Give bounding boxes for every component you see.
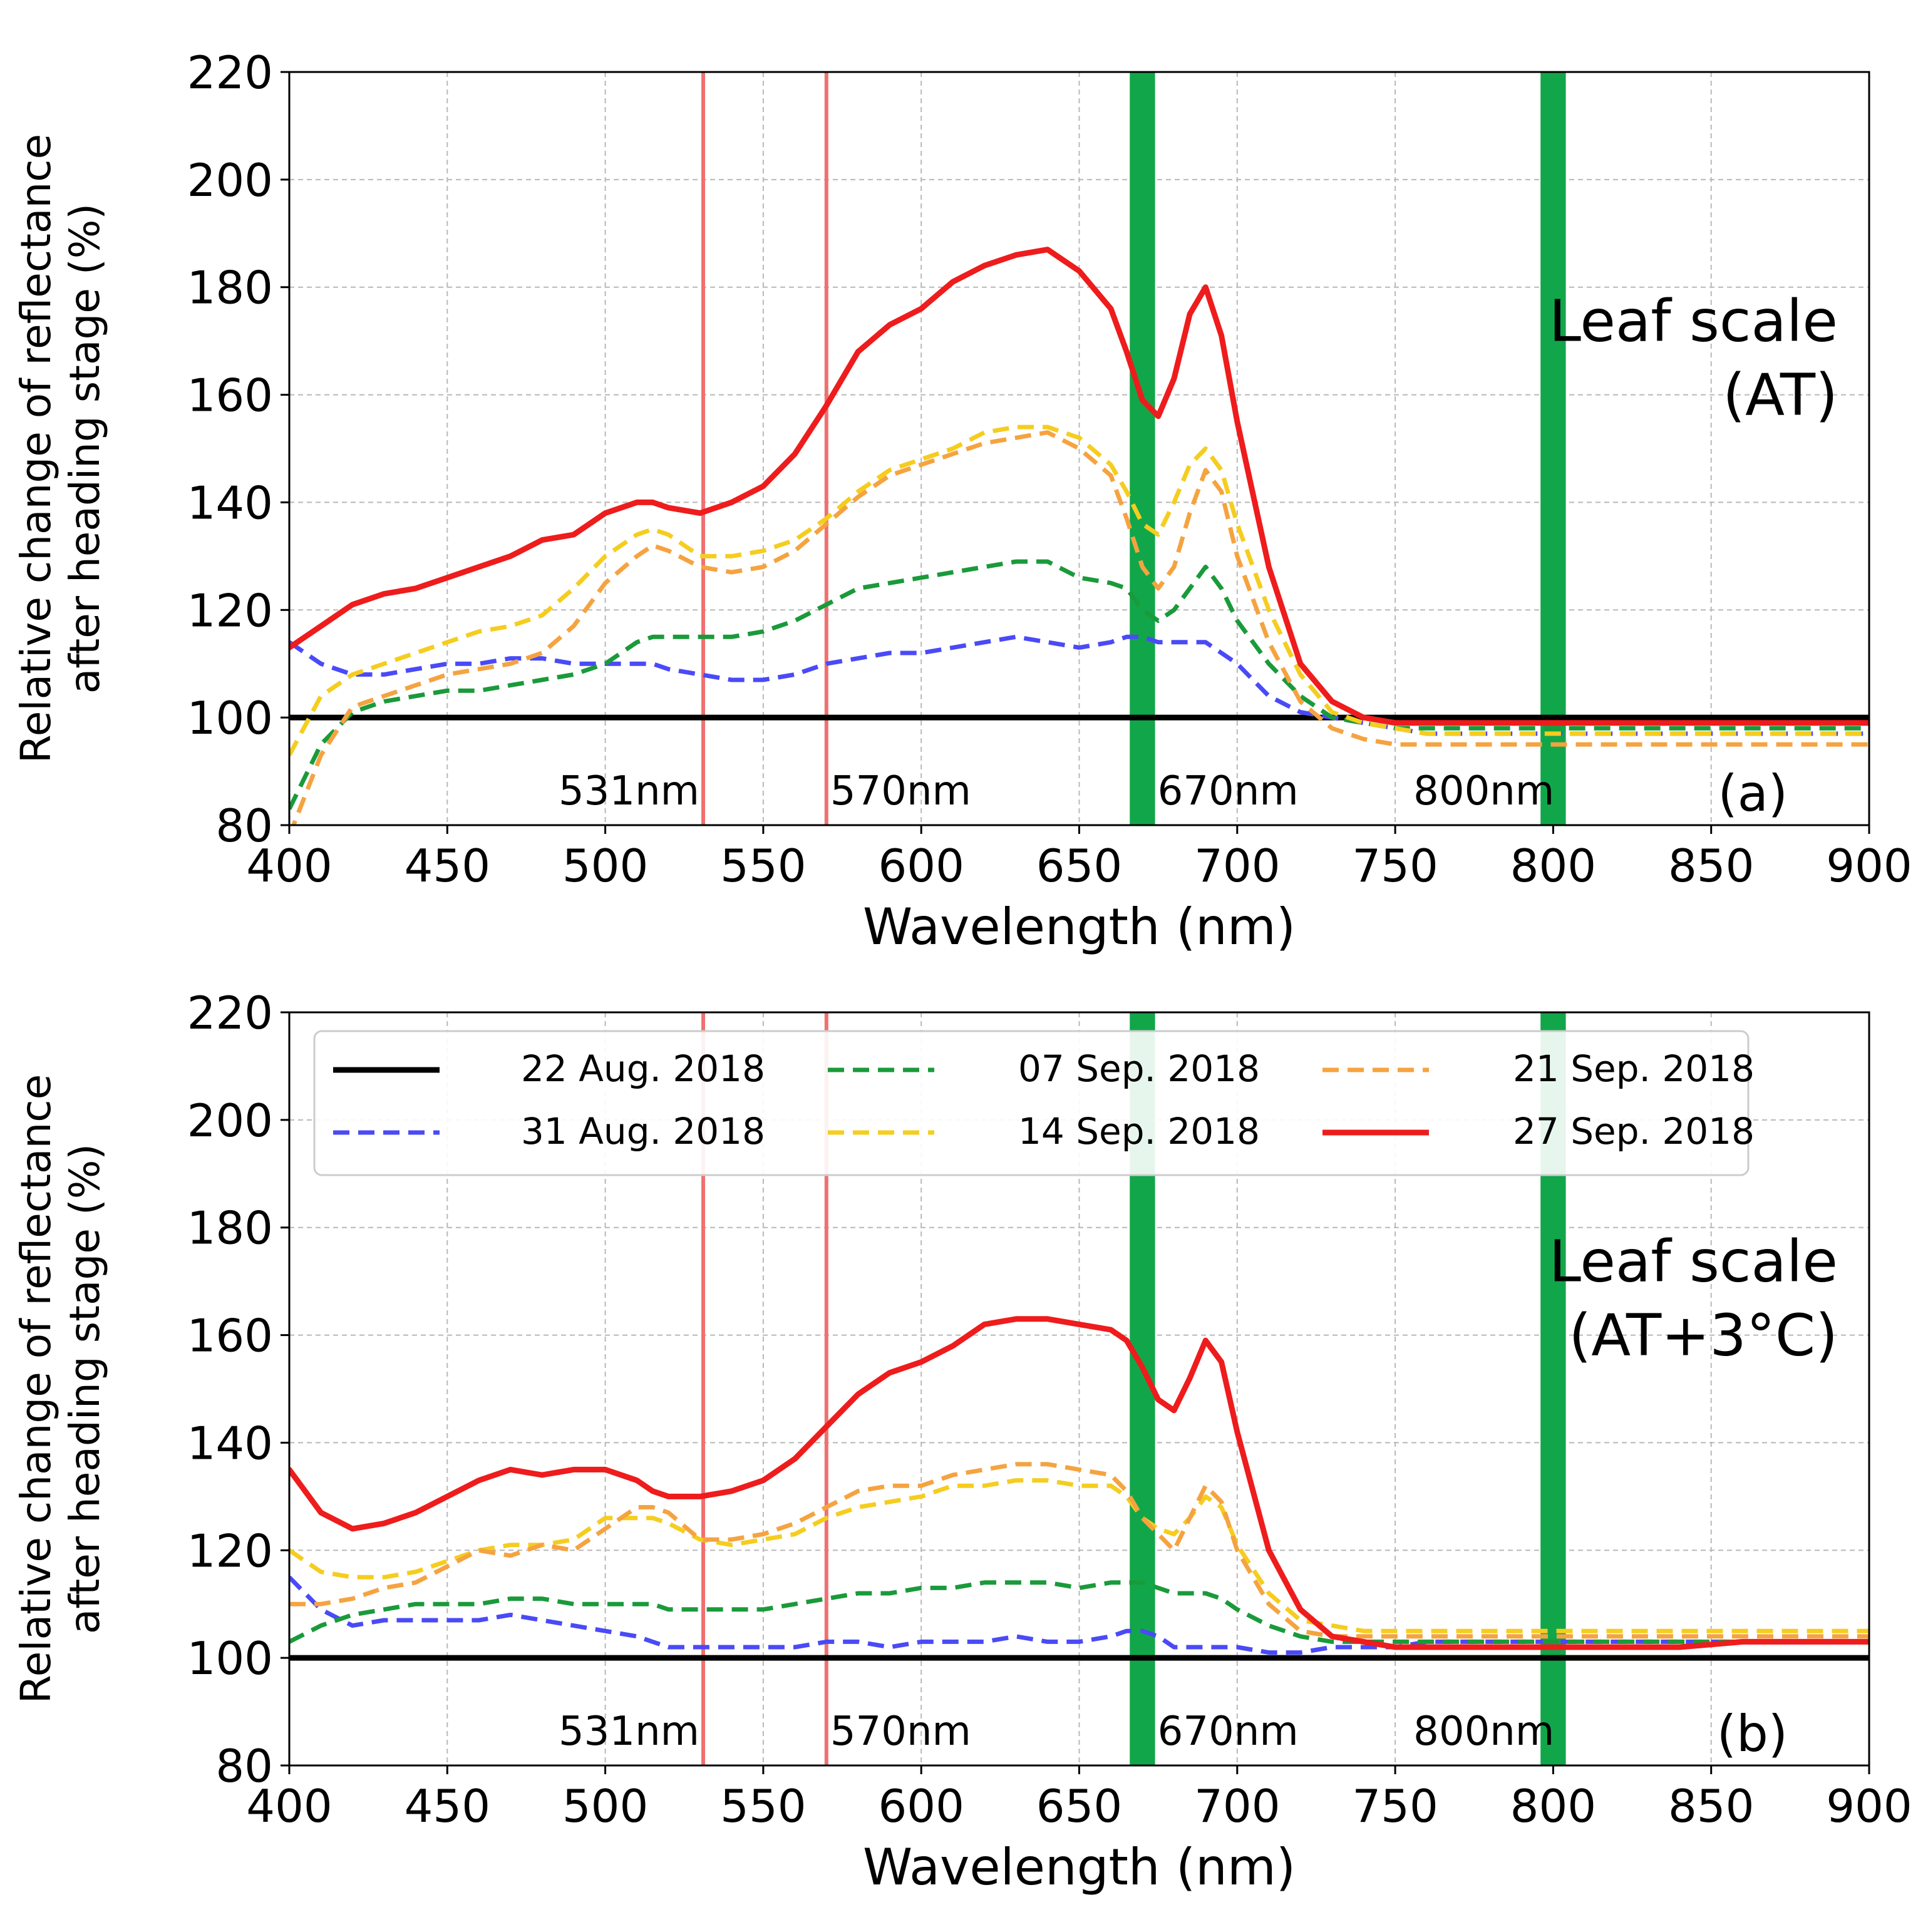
y-axis-title-line: Relative change of reflectance xyxy=(12,1074,60,1703)
panel-tag: (a) xyxy=(1718,764,1788,823)
y-tick-label: 120 xyxy=(187,584,273,637)
legend-label: 22 Aug. 2018 xyxy=(521,1047,765,1090)
y-tick-label: 200 xyxy=(187,154,273,207)
series-line-31-aug-2018 xyxy=(289,634,1869,736)
y-tick-label: 180 xyxy=(187,262,273,314)
legend: 22 Aug. 2018 31 Aug. 2018 07 Sep. 2018 14 S… xyxy=(313,1030,1755,1176)
y-axis-title-line: Relative change of reflectance xyxy=(12,134,60,763)
x-tick-label: 700 xyxy=(1194,840,1280,892)
x-tick-label: 800 xyxy=(1510,840,1596,892)
panel-subtitle: (AT) xyxy=(1723,362,1838,429)
y-axis-title-line: after heading stage (%) xyxy=(61,203,109,694)
band-800nm xyxy=(1540,72,1566,825)
label-531nm: 531nm xyxy=(559,768,699,814)
legend-label: 14 Sep. 2018 xyxy=(1018,1110,1260,1153)
y-tick-label: 220 xyxy=(187,987,273,1039)
panel-title: Leaf scale xyxy=(1549,1228,1838,1295)
x-axis-title: Wavelength (nm) xyxy=(863,1838,1296,1896)
x-tick-label: 500 xyxy=(562,1780,648,1832)
x-tick-label: 400 xyxy=(246,840,332,892)
series-group xyxy=(289,1316,1869,1661)
x-tick-label: 700 xyxy=(1194,1780,1280,1832)
legend-label: 27 Sep. 2018 xyxy=(1513,1110,1755,1153)
x-tick-label: 850 xyxy=(1668,840,1754,892)
label-670nm: 670nm xyxy=(1158,768,1299,814)
series-line-27-sep-2018 xyxy=(289,1316,1869,1650)
x-tick-label: 650 xyxy=(1036,840,1122,892)
y-axis-title: Relative change of reflectanceafter head… xyxy=(12,1074,109,1703)
series-line-27-sep-2018 xyxy=(289,247,1869,726)
y-tick-label: 80 xyxy=(215,1740,273,1792)
panel-subtitle: (AT+3°C) xyxy=(1569,1302,1838,1369)
panel-title: Leaf scale xyxy=(1549,288,1838,355)
x-tick-label: 550 xyxy=(720,840,806,892)
label-800nm: 800nm xyxy=(1413,1708,1554,1755)
y-tick-label: 180 xyxy=(187,1202,273,1255)
panel-tag: (b) xyxy=(1717,1705,1788,1763)
y-tick-label: 100 xyxy=(187,1632,273,1685)
y-tick-label: 200 xyxy=(187,1094,273,1147)
y-tick-label: 160 xyxy=(187,369,273,422)
label-570nm: 570nm xyxy=(830,1708,971,1755)
y-tick-label: 80 xyxy=(215,799,273,852)
x-tick-label: 750 xyxy=(1352,1780,1438,1832)
legend-label: 07 Sep. 2018 xyxy=(1018,1047,1260,1090)
y-tick-label: 140 xyxy=(187,476,273,529)
x-tick-label: 900 xyxy=(1826,840,1912,892)
panel-a: 400 450 500 550 600 650 700 750 800 850 900 80 100 12… xyxy=(12,46,1912,956)
legend-box xyxy=(313,1030,1750,1176)
legend-label: 21 Sep. 2018 xyxy=(1513,1047,1755,1090)
label-800nm: 800nm xyxy=(1413,768,1554,814)
x-tick-label: 450 xyxy=(405,840,490,892)
x-tick-label: 650 xyxy=(1036,1780,1122,1832)
label-570nm: 570nm xyxy=(830,768,971,814)
x-tick-label: 750 xyxy=(1352,840,1438,892)
x-tick-label: 600 xyxy=(878,1780,964,1832)
x-tick-label: 600 xyxy=(878,840,964,892)
series-line-14-sep-2018 xyxy=(289,424,1869,756)
y-tick-label: 100 xyxy=(187,692,273,744)
legend-label: 31 Aug. 2018 xyxy=(521,1110,765,1153)
series-line-21-sep-2018 xyxy=(291,430,1869,825)
label-670nm: 670nm xyxy=(1158,1708,1299,1755)
series-line-07-sep-2018 xyxy=(289,1580,1869,1644)
panel-b: 400 450 500 550 600 650 700 750 800 850 900 80 100 12… xyxy=(12,987,1912,1896)
x-tick-label: 850 xyxy=(1668,1780,1754,1832)
series-line-21-sep-2018 xyxy=(289,1462,1869,1639)
y-tick-label: 160 xyxy=(187,1310,273,1362)
y-tick-label: 140 xyxy=(187,1417,273,1469)
y-tick-label: 120 xyxy=(187,1524,273,1577)
x-tick-label: 400 xyxy=(246,1780,332,1832)
series-group xyxy=(289,247,1869,825)
y-axis-title: Relative change of reflectanceafter head… xyxy=(12,134,109,763)
y-tick-label: 220 xyxy=(187,46,273,99)
x-tick-label: 550 xyxy=(720,1780,806,1832)
x-axis-title: Wavelength (nm) xyxy=(863,898,1296,956)
band-670nm xyxy=(1130,72,1155,825)
x-tick-label: 500 xyxy=(562,840,648,892)
x-tick-label: 800 xyxy=(1510,1780,1596,1832)
y-axis-title-line: after heading stage (%) xyxy=(61,1144,109,1634)
x-tick-label: 900 xyxy=(1826,1780,1912,1832)
x-tick-label: 450 xyxy=(405,1780,490,1832)
label-531nm: 531nm xyxy=(559,1708,699,1755)
